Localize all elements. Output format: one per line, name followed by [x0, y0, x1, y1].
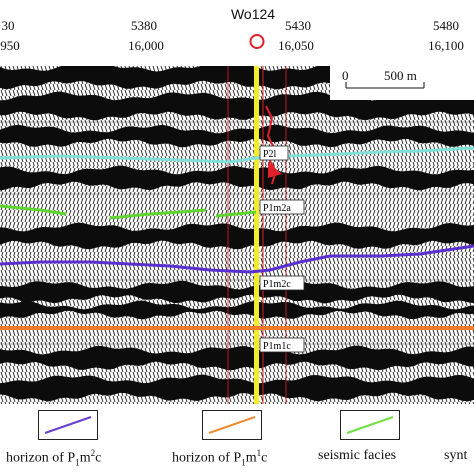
well-location-icon	[249, 34, 265, 49]
scale-bar-start: 0	[342, 68, 349, 83]
top-axis: 30 5380 5430 5480 950 16,000 16,050 16,1…	[0, 0, 474, 66]
cdp-tick-5380: 5380	[131, 18, 157, 33]
synthetic-peak	[268, 162, 282, 178]
label-p1m2c-text: P1m2c	[263, 279, 291, 290]
legend-label-seismic-facies: seismic facies	[318, 448, 397, 463]
scale-bar: 0 500 m	[330, 66, 474, 100]
time-gridlines	[0, 121, 474, 345]
seismic-facies-line-1	[0, 204, 67, 216]
label-p1m2c: P1m2c	[259, 275, 305, 291]
legend-swatch-p1m1c	[202, 410, 262, 440]
reflection-band	[0, 345, 474, 371]
legend-label-p1m2c: horizon of P1m2c	[6, 448, 102, 468]
legend-swatch-p1m2c	[38, 410, 98, 440]
reflection-band	[0, 222, 474, 250]
legend: horizon of P1m2c horizon of P1m1c seismi…	[0, 404, 474, 474]
reflection-band	[0, 300, 474, 320]
trace-tick-16000: 16,000	[128, 38, 164, 53]
trace-tick-16100: 16,100	[428, 38, 464, 53]
horizon-p2l	[0, 146, 474, 164]
trace-tick-16050: 16,050	[278, 38, 314, 53]
seismic-section: P2l P1m2a P1m2c P1m1c 0 500 m	[0, 66, 474, 404]
label-p2l-text: P2l	[263, 149, 277, 160]
seismic-reflections	[0, 66, 474, 404]
reflection-band	[0, 165, 474, 191]
legend-swatch-seismic-facies	[340, 410, 400, 440]
well-name: Wo124	[230, 6, 276, 22]
scale-bar-end: 500 m	[384, 68, 417, 83]
reflection-band	[0, 124, 474, 148]
seismic-facies-line-3	[215, 210, 257, 218]
label-p1m2a-text: P1m2a	[263, 203, 291, 214]
reflection-band	[0, 374, 474, 402]
cdp-tick-5480: 5480	[433, 18, 459, 33]
cdp-tick-partial: 30	[1, 18, 15, 33]
reflection-band	[0, 280, 474, 304]
label-p2l: P2l	[259, 145, 289, 161]
label-p1m2a: P1m2a	[259, 199, 305, 215]
legend-label-p1m1c: horizon of P1m1c	[172, 448, 268, 468]
trace-tick-partial: 950	[0, 38, 20, 53]
label-p1m1c: P1m1c	[259, 337, 305, 353]
well-track	[254, 66, 259, 404]
cdp-tick-5430: 5430	[285, 18, 311, 33]
legend-label-synthetic: synt	[444, 448, 468, 463]
horizon-p1m2c	[0, 244, 474, 274]
label-p1m1c-text: P1m1c	[263, 341, 291, 352]
seismic-facies-line-2	[109, 208, 207, 220]
